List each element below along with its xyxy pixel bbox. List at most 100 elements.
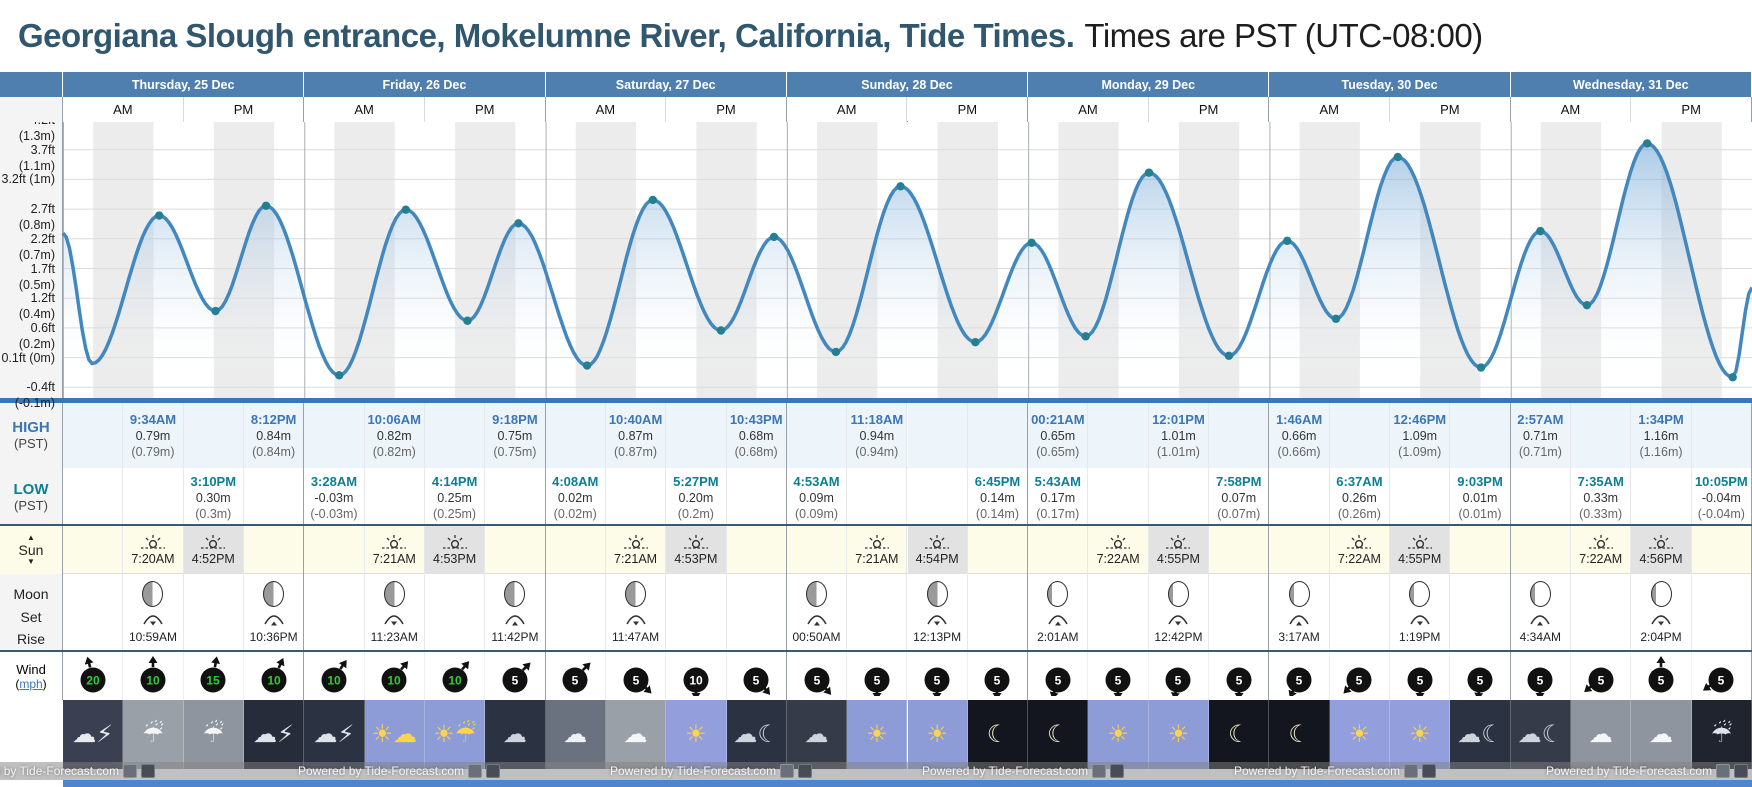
wind-direction-icon: 5 — [1527, 667, 1553, 696]
low-tide-time: 3:10PM — [190, 473, 237, 489]
wind-direction-icon: 10 — [321, 659, 347, 693]
sun-icon — [442, 535, 467, 549]
y-axis-panel — [0, 122, 63, 402]
svg-text:5: 5 — [1235, 674, 1242, 688]
low-tide-time: 7:35AM — [1577, 473, 1624, 489]
powered-by-link[interactable]: Powered by Tide-Forecast.com — [1546, 764, 1713, 778]
wind-cell: 10 — [123, 652, 184, 700]
tide-height-alt: (-0.04m) — [1697, 506, 1745, 521]
moon-cell: 3:17AM — [1269, 574, 1330, 652]
sunrise-cell: 7:21AM — [365, 526, 425, 574]
svg-text:10: 10 — [388, 674, 402, 688]
day-header-2: Friday, 26 Dec — [304, 72, 546, 97]
weather-icon: ☁☾ — [733, 720, 779, 748]
svg-text:5: 5 — [1597, 674, 1604, 688]
wind-direction-icon: 5 — [984, 667, 1010, 696]
tide-height: 0.82m — [376, 428, 412, 443]
low-tide-time: 5:27PM — [673, 473, 719, 489]
svg-text:5: 5 — [512, 674, 519, 688]
footer-badge-icon — [486, 764, 501, 778]
sunset-cell: 4:56PM — [1631, 526, 1692, 574]
pm-header-day5: PM — [1148, 97, 1270, 122]
high-tide-time: 12:46PM — [1393, 411, 1447, 427]
weather-tile: ☀ — [666, 700, 727, 769]
sun-icon — [1166, 535, 1191, 549]
wind-direction-icon: 5 — [924, 667, 950, 696]
y-axis-label: 3.7ft (1.1m) — [18, 142, 55, 173]
tz-label: (PST) — [14, 498, 48, 513]
low-tide-row: LOW (PST) 3:10PM 0.30m (0.3m) 3:28AM -0.03m (-0… — [0, 468, 1752, 526]
moon-cell: 11:42PM — [485, 574, 546, 652]
wind-direction-icon: 5 — [623, 667, 652, 694]
high-tide-cell — [1329, 402, 1391, 468]
wind-direction-icon: 20 — [80, 656, 106, 693]
high-tide-time: 8:12PM — [250, 411, 297, 427]
moon-phase-icon — [1047, 581, 1069, 607]
high-tide-cell: 10:06AM 0.82m (0.82m) — [364, 402, 425, 468]
wind-unit-wrap: (mph) — [15, 677, 46, 691]
tide-curve-chart — [0, 122, 1752, 402]
tide-height: 0.26m — [1342, 490, 1377, 505]
low-row-label: LOW (PST) — [0, 468, 63, 526]
weather-tile: ☾ — [1269, 700, 1330, 769]
footer-badge-icon — [468, 764, 483, 778]
tide-extreme-dot — [1393, 152, 1403, 162]
tide-extreme-dot — [1331, 314, 1341, 324]
high-tide-time: 10:43PM — [729, 411, 783, 427]
sunrise-time: 7:22AM — [1337, 552, 1381, 566]
powered-by-item: Powered by Tide-Forecast.com — [0, 764, 156, 778]
high-tide-time: 10:40AM — [608, 411, 663, 427]
wind-row: Wind (mph) 20 10 15 10 10 10 10 5 5 5 10 5 5 5 5 5 5 5 5 5 5 5 5… — [0, 652, 1752, 700]
am-header-day6: AM — [1269, 97, 1391, 122]
tide-height: 0.66m — [1281, 428, 1317, 443]
timezone-note: Times are PST (UTC-08:00) — [1084, 17, 1483, 54]
sunrise-time: 7:21AM — [372, 552, 416, 566]
wind-cell: 5 — [485, 652, 546, 700]
powered-by-link[interactable]: Powered by Tide-Forecast.com — [298, 764, 465, 778]
high-tide-cell — [424, 402, 486, 468]
low-tide-cell — [364, 468, 425, 526]
powered-by-link[interactable]: Powered by Tide-Forecast.com — [610, 764, 777, 778]
weather-icon: ☁☾ — [1457, 720, 1503, 748]
sunset-time: 4:55PM — [1398, 552, 1442, 566]
wind-cell: 10 — [244, 652, 305, 700]
moonrise-label: Rise — [16, 631, 45, 647]
svg-text:15: 15 — [207, 674, 221, 688]
weather-tile: ☾ — [1028, 700, 1089, 769]
tide-height-alt: (1.16m) — [1639, 444, 1683, 459]
powered-by-link[interactable]: Powered by Tide-Forecast.com — [1234, 764, 1401, 778]
tide-height-alt: (0.84m) — [252, 444, 296, 459]
high-tide-cell: 10:43PM 0.68m (0.68m) — [726, 402, 787, 468]
high-tide-time: 10:06AM — [367, 411, 421, 427]
high-tide-cell: 1:34PM 1.16m (1.16m) — [1631, 402, 1692, 468]
wind-cell: 5 — [1390, 652, 1451, 700]
weather-tile: ☀ — [1329, 700, 1391, 769]
y-axis-label: 1.2ft (0.4m) — [18, 291, 55, 322]
weather-icon: ☁ — [1649, 720, 1673, 748]
tide-height-alt: (0.01m) — [1458, 506, 1502, 521]
svg-text:5: 5 — [632, 674, 639, 688]
high-tide-cell — [907, 402, 968, 468]
tide-extreme-dot — [1081, 332, 1090, 341]
sunrise-cell: 7:22AM — [1571, 526, 1632, 574]
svg-text:5: 5 — [1658, 674, 1665, 688]
moonset-icon — [625, 615, 646, 626]
wind-cell: 5 — [968, 652, 1029, 700]
moonrise-icon — [1289, 615, 1309, 626]
weather-tile: ☀ — [1088, 700, 1149, 769]
mph-unit-link[interactable]: mph — [19, 676, 43, 691]
moon-cell: 00:50AM — [787, 574, 848, 652]
tide-height: 0.65m — [1040, 428, 1076, 443]
weather-tile: ☀☔ — [424, 700, 486, 769]
tide-extreme-dot — [334, 371, 344, 380]
y-axis-label: 1.7ft (0.5m) — [18, 261, 55, 292]
moon-row: Moon Set Rise 10:59AM 10:36PM 11:23AM 11:42PM 1… — [0, 574, 1752, 652]
powered-by-link[interactable]: Powered by Tide-Forecast.com — [0, 764, 120, 778]
weather-icon: ☔ — [1710, 720, 1733, 748]
sunset-cell: 4:53PM — [666, 526, 727, 574]
high-tide-time: 11:18AM — [850, 411, 904, 427]
high-tide-cell — [666, 402, 727, 468]
footer-badge-icon — [1716, 764, 1731, 778]
tide-extreme-dot — [1582, 300, 1592, 310]
powered-by-link[interactable]: Powered by Tide-Forecast.com — [922, 764, 1089, 778]
